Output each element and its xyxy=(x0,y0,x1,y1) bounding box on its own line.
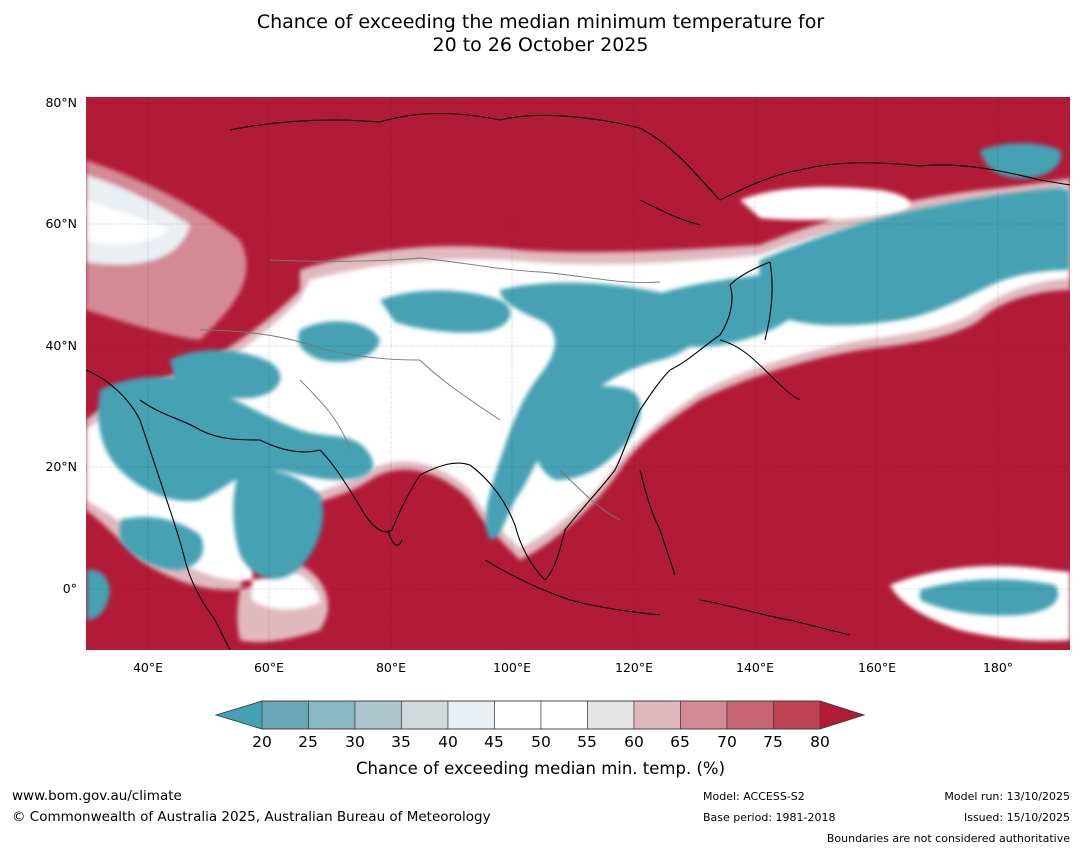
map-title-line2: 20 to 26 October 2025 xyxy=(432,34,649,56)
map-field xyxy=(86,97,1070,650)
lon-label-60e: 60°E xyxy=(253,660,285,675)
lat-label-40n: 40°N xyxy=(45,338,77,353)
colorbar-over-arrow xyxy=(820,701,864,729)
colorbar-tick-55: 55 xyxy=(577,733,597,751)
country-boundaries xyxy=(199,257,661,521)
colorbar-tick-50: 50 xyxy=(531,733,551,751)
colorbar-segment xyxy=(773,700,821,730)
colorbar-tick-35: 35 xyxy=(391,733,411,751)
colorbar-segment xyxy=(587,700,635,730)
footer-model: Model: ACCESS-S2 xyxy=(703,790,805,803)
colorbar-segment xyxy=(354,700,402,730)
coastlines xyxy=(86,112,1070,650)
colorbar-segments xyxy=(261,700,821,730)
colorbar-tick-75: 75 xyxy=(763,733,783,751)
footer-issued: Issued: 15/10/2025 xyxy=(963,811,1070,824)
map-gridlines xyxy=(86,97,1070,650)
colorbar-segment xyxy=(540,700,588,730)
colorbar-segment xyxy=(726,700,774,730)
map-title-line1: Chance of exceeding the median minimum t… xyxy=(256,11,825,33)
lon-label-100e: 100°E xyxy=(492,660,532,675)
lat-label-80n: 80°N xyxy=(45,95,77,110)
colorbar-tick-65: 65 xyxy=(670,733,690,751)
low-probability-regions xyxy=(87,143,1070,620)
colorbar-under-arrow xyxy=(216,701,262,729)
colorbar-segment xyxy=(680,700,728,730)
lon-label-40e: 40°E xyxy=(132,660,164,675)
colorbar-tick-40: 40 xyxy=(438,733,458,751)
colorbar-tick-60: 60 xyxy=(624,733,644,751)
lon-label-120e: 120°E xyxy=(614,660,654,675)
lat-label-20n: 20°N xyxy=(45,459,77,474)
colorbar-segment xyxy=(633,700,681,730)
colorbar-tick-80: 80 xyxy=(810,733,830,751)
footer-base-period: Base period: 1981-2018 xyxy=(703,811,836,824)
colorbar-segment xyxy=(494,700,542,730)
colorbar-segment xyxy=(401,700,449,730)
colorbar-segment xyxy=(261,700,309,730)
footer-url[interactable]: www.bom.gov.au/climate xyxy=(12,788,182,804)
lat-label-0: 0° xyxy=(62,581,77,596)
colorbar-segment xyxy=(447,700,495,730)
colorbar-segment xyxy=(308,700,356,730)
lon-label-180: 180° xyxy=(982,660,1014,675)
colorbar-tick-30: 30 xyxy=(345,733,365,751)
footer-copyright: © Commonwealth of Australia 2025, Austra… xyxy=(12,809,491,825)
lon-label-140e: 140°E xyxy=(735,660,775,675)
colorbar-tick-25: 25 xyxy=(298,733,318,751)
colorbar-tick-70: 70 xyxy=(717,733,737,751)
lon-label-80e: 80°E xyxy=(375,660,407,675)
colorbar-tick-20: 20 xyxy=(252,733,272,751)
colorbar xyxy=(214,700,866,730)
colorbar-label: Chance of exceeding median min. temp. (%… xyxy=(355,759,726,778)
lon-label-160e: 160°E xyxy=(857,660,897,675)
colorbar-tick-45: 45 xyxy=(484,733,504,751)
footer-boundaries-note: Boundaries are not considered authoritat… xyxy=(826,832,1070,845)
footer-model-run: Model run: 13/10/2025 xyxy=(944,790,1070,803)
lat-label-60n: 60°N xyxy=(45,216,77,231)
